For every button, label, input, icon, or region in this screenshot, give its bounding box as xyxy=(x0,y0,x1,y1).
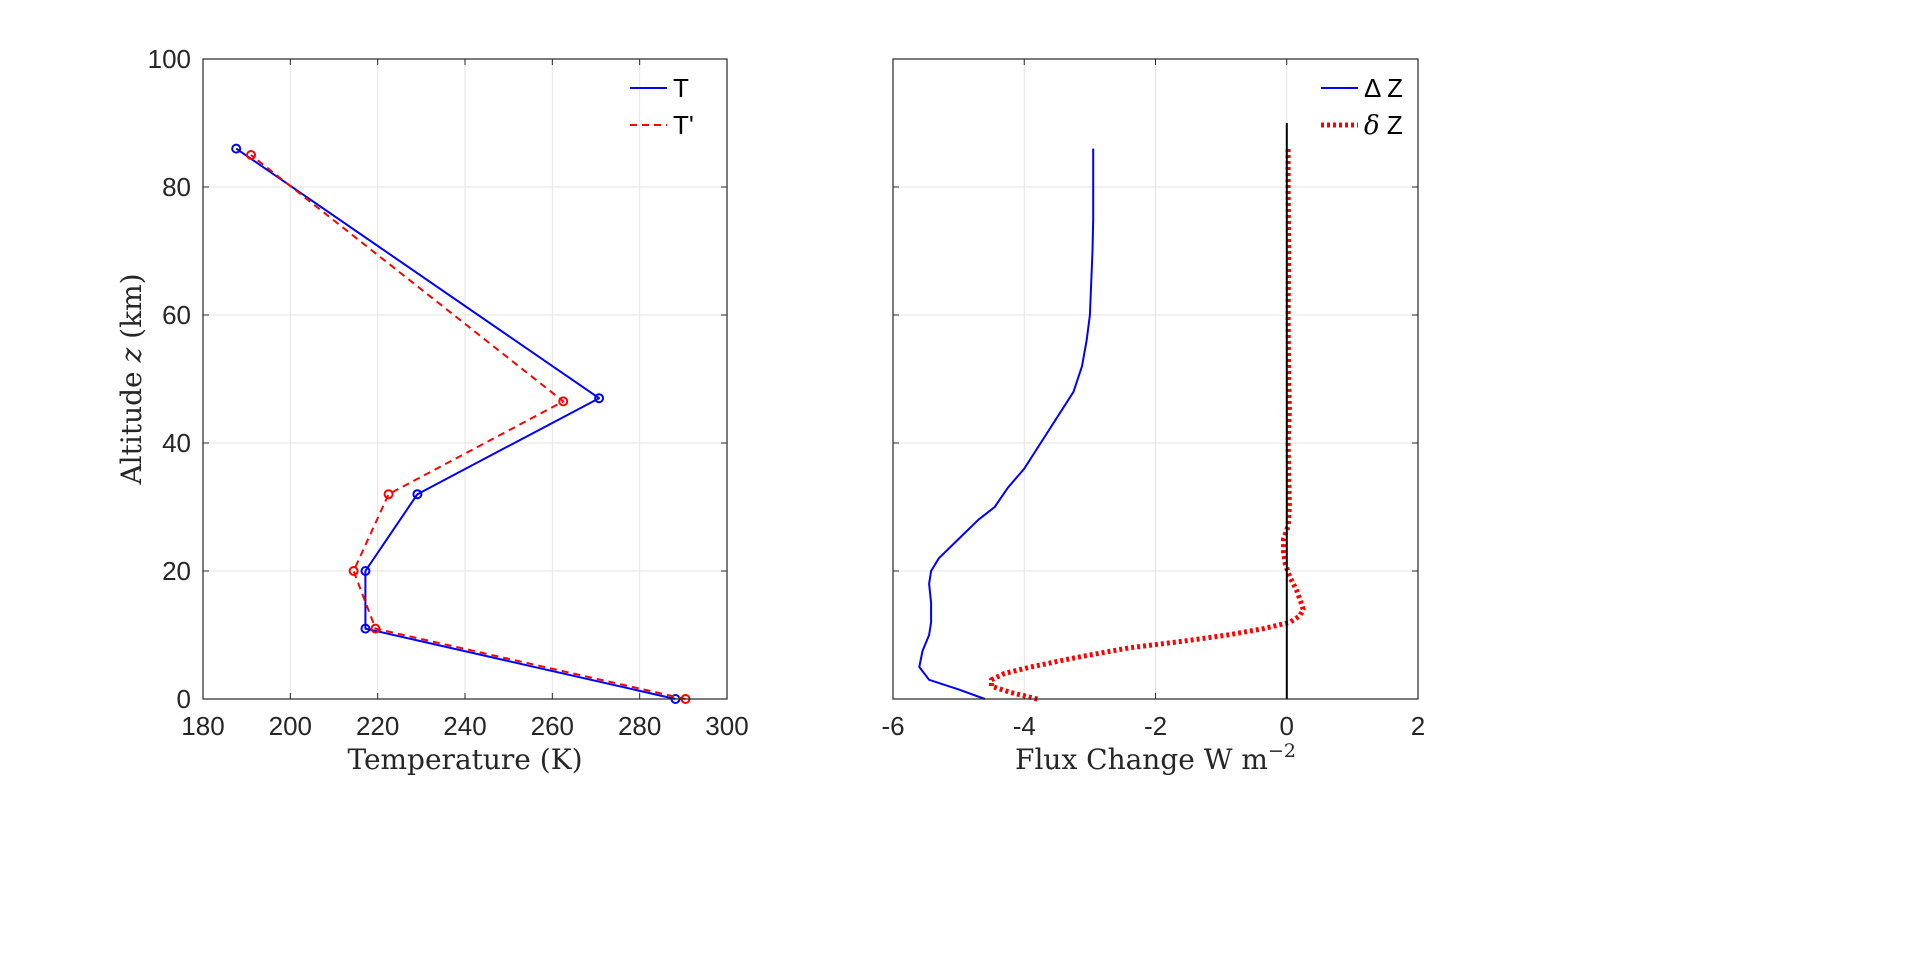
flux-x-axis-label: Flux Change W m−2 xyxy=(1015,740,1296,776)
legend-text-Z: Z xyxy=(1380,110,1403,140)
temperature-panel: 180 200 220 240 260 280 300 0 20 40 60 80 100 Tempe… xyxy=(115,44,749,776)
y-tick-label: 60 xyxy=(162,300,191,330)
legend-text-Z: Z xyxy=(1380,73,1403,103)
temperature-series xyxy=(231,143,691,704)
series-marker-1 xyxy=(383,489,394,500)
temperature-x-ticks: 180 200 220 240 260 280 300 xyxy=(181,59,749,741)
series-marker-0 xyxy=(412,489,423,500)
series-marker-1 xyxy=(558,396,569,407)
temperature-y-ticks: 0 20 40 60 80 100 xyxy=(148,44,727,714)
y-tick-label: 40 xyxy=(162,428,191,458)
x-tick-label: 220 xyxy=(356,711,399,741)
y-tick-label: 80 xyxy=(162,172,191,202)
legend-label-T-prime: T' xyxy=(673,110,694,140)
y-tick-label: 20 xyxy=(162,556,191,586)
flux-panel: -6 -4 -2 0 2 Flux Change W m−2 Δ Z δ Z xyxy=(881,58,1425,776)
y-tick-label: 100 xyxy=(148,44,191,74)
series-line-0 xyxy=(235,147,676,700)
x-tick-label: 200 xyxy=(269,711,312,741)
x-tick-label: -2 xyxy=(1144,711,1167,741)
x-tick-label: -6 xyxy=(881,711,904,741)
series-marker-1 xyxy=(348,566,359,576)
flux-series xyxy=(918,123,1306,702)
series-marker-1 xyxy=(370,623,381,634)
x-tick-label: 0 xyxy=(1280,711,1294,741)
x-tick-label: 180 xyxy=(181,711,224,741)
x-tick-label: 260 xyxy=(531,711,574,741)
flux-axes-frame xyxy=(892,58,1419,700)
legend-label-delta-Z: Δ Z xyxy=(1364,73,1403,103)
temperature-axes-frame xyxy=(202,58,728,700)
series-line-1 xyxy=(988,148,1306,702)
legend-symbol-Delta: Δ xyxy=(1364,73,1381,103)
flux-x-axis-label-text: Flux Change W m xyxy=(1015,743,1268,776)
x-tick-label: 300 xyxy=(705,711,748,741)
legend-label-small-delta-Z: δ Z xyxy=(1364,110,1403,141)
legend-symbol-delta: δ xyxy=(1364,111,1380,141)
x-tick-label: 240 xyxy=(443,711,486,741)
x-tick-label: 280 xyxy=(618,711,661,741)
temperature-legend: T T' xyxy=(630,73,694,140)
temperature-x-axis-label: Temperature (K) xyxy=(347,743,582,776)
flux-x-axis-label-exponent: −2 xyxy=(1268,740,1296,762)
y-axis-label-variable: z xyxy=(115,347,148,363)
series-marker-0 xyxy=(231,143,242,154)
y-axis-label-suffix: (km) xyxy=(115,273,148,347)
legend-label-T: T xyxy=(673,73,689,103)
series-marker-0 xyxy=(360,566,371,576)
temperature-y-axis-label: Altitude z (km) xyxy=(115,273,148,485)
x-tick-label: 2 xyxy=(1411,711,1425,741)
flux-legend: Δ Z δ Z xyxy=(1321,73,1403,141)
series-line-1 xyxy=(250,154,686,700)
series-marker-1 xyxy=(246,150,257,160)
series-marker-0 xyxy=(360,623,371,634)
x-tick-label: -4 xyxy=(1013,711,1036,741)
y-axis-label-prefix: Altitude xyxy=(115,362,148,485)
y-tick-label: 0 xyxy=(177,684,191,714)
series-marker-0 xyxy=(594,393,605,404)
series-line-0 xyxy=(918,148,1095,700)
